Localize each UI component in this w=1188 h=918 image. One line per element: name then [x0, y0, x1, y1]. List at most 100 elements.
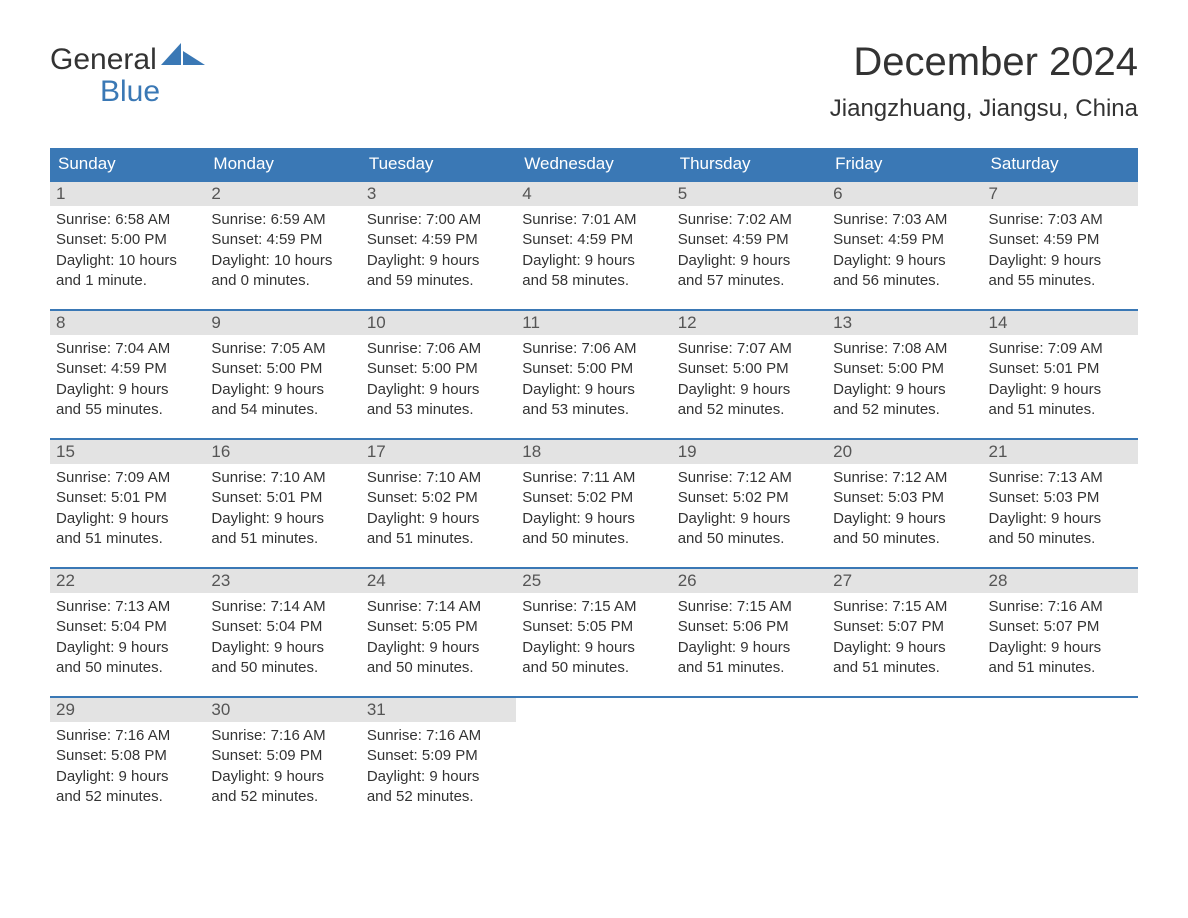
day-day2: and 53 minutes. [367, 400, 510, 420]
day-sunrise: Sunrise: 7:06 AM [367, 339, 510, 359]
day-sunrise: Sunrise: 7:07 AM [678, 339, 821, 359]
day-sunset: Sunset: 5:01 PM [56, 488, 199, 508]
day-content: Sunrise: 7:08 AMSunset: 5:00 PMDaylight:… [827, 335, 982, 424]
day-sunset: Sunset: 5:00 PM [367, 359, 510, 379]
logo-word1: General [50, 44, 157, 76]
day-day2: and 1 minute. [56, 271, 199, 291]
day-day2: and 55 minutes. [989, 271, 1132, 291]
day-cell [516, 698, 671, 811]
day-day1: Daylight: 9 hours [367, 380, 510, 400]
day-sunset: Sunset: 5:04 PM [211, 617, 354, 637]
day-day1: Daylight: 9 hours [989, 509, 1132, 529]
day-number: 29 [50, 698, 205, 722]
day-day2: and 57 minutes. [678, 271, 821, 291]
day-content: Sunrise: 7:12 AMSunset: 5:02 PMDaylight:… [672, 464, 827, 553]
day-day2: and 59 minutes. [367, 271, 510, 291]
day-day2: and 50 minutes. [56, 658, 199, 678]
day-day1: Daylight: 9 hours [678, 638, 821, 658]
day-day2: and 53 minutes. [522, 400, 665, 420]
weekday-header: Saturday [983, 148, 1138, 180]
day-day1: Daylight: 9 hours [56, 380, 199, 400]
day-number: 11 [516, 311, 671, 335]
day-sunrise: Sunrise: 7:16 AM [211, 726, 354, 746]
day-cell: 2Sunrise: 6:59 AMSunset: 4:59 PMDaylight… [205, 182, 360, 295]
logo-word2: Blue [50, 76, 205, 108]
day-day2: and 50 minutes. [833, 529, 976, 549]
day-sunset: Sunset: 5:05 PM [522, 617, 665, 637]
day-number: 18 [516, 440, 671, 464]
day-cell: 12Sunrise: 7:07 AMSunset: 5:00 PMDayligh… [672, 311, 827, 424]
day-sunrise: Sunrise: 7:16 AM [989, 597, 1132, 617]
day-number: 13 [827, 311, 982, 335]
day-number: 10 [361, 311, 516, 335]
week-row: 8Sunrise: 7:04 AMSunset: 4:59 PMDaylight… [50, 309, 1138, 424]
day-cell: 31Sunrise: 7:16 AMSunset: 5:09 PMDayligh… [361, 698, 516, 811]
day-sunrise: Sunrise: 7:03 AM [989, 210, 1132, 230]
day-sunset: Sunset: 5:04 PM [56, 617, 199, 637]
day-cell: 16Sunrise: 7:10 AMSunset: 5:01 PMDayligh… [205, 440, 360, 553]
header: General Blue December 2024 Jiangzhuang, … [50, 40, 1138, 123]
day-sunrise: Sunrise: 6:59 AM [211, 210, 354, 230]
day-content: Sunrise: 7:15 AMSunset: 5:06 PMDaylight:… [672, 593, 827, 682]
day-cell: 19Sunrise: 7:12 AMSunset: 5:02 PMDayligh… [672, 440, 827, 553]
day-sunset: Sunset: 5:00 PM [678, 359, 821, 379]
day-cell: 8Sunrise: 7:04 AMSunset: 4:59 PMDaylight… [50, 311, 205, 424]
day-content: Sunrise: 7:04 AMSunset: 4:59 PMDaylight:… [50, 335, 205, 424]
day-number: 23 [205, 569, 360, 593]
logo-sail-icon [161, 40, 205, 72]
day-sunrise: Sunrise: 7:04 AM [56, 339, 199, 359]
day-sunset: Sunset: 4:59 PM [211, 230, 354, 250]
day-cell: 13Sunrise: 7:08 AMSunset: 5:00 PMDayligh… [827, 311, 982, 424]
day-day2: and 51 minutes. [678, 658, 821, 678]
day-sunset: Sunset: 4:59 PM [56, 359, 199, 379]
day-day1: Daylight: 9 hours [522, 638, 665, 658]
day-day1: Daylight: 9 hours [56, 767, 199, 787]
day-number: 2 [205, 182, 360, 206]
day-content: Sunrise: 7:00 AMSunset: 4:59 PMDaylight:… [361, 206, 516, 295]
day-number: 17 [361, 440, 516, 464]
day-day1: Daylight: 9 hours [522, 509, 665, 529]
day-cell: 24Sunrise: 7:14 AMSunset: 5:05 PMDayligh… [361, 569, 516, 682]
weekday-header: Sunday [50, 148, 205, 180]
day-cell: 21Sunrise: 7:13 AMSunset: 5:03 PMDayligh… [983, 440, 1138, 553]
day-day1: Daylight: 9 hours [522, 251, 665, 271]
day-day2: and 50 minutes. [211, 658, 354, 678]
day-sunset: Sunset: 5:01 PM [211, 488, 354, 508]
day-day1: Daylight: 9 hours [367, 251, 510, 271]
day-day2: and 50 minutes. [678, 529, 821, 549]
day-number: 20 [827, 440, 982, 464]
week-row: 15Sunrise: 7:09 AMSunset: 5:01 PMDayligh… [50, 438, 1138, 553]
day-cell: 9Sunrise: 7:05 AMSunset: 5:00 PMDaylight… [205, 311, 360, 424]
day-day2: and 52 minutes. [56, 787, 199, 807]
day-day1: Daylight: 9 hours [678, 380, 821, 400]
day-sunrise: Sunrise: 7:15 AM [522, 597, 665, 617]
day-day2: and 51 minutes. [989, 658, 1132, 678]
day-number: 19 [672, 440, 827, 464]
day-content: Sunrise: 7:13 AMSunset: 5:03 PMDaylight:… [983, 464, 1138, 553]
day-cell: 22Sunrise: 7:13 AMSunset: 5:04 PMDayligh… [50, 569, 205, 682]
day-day1: Daylight: 9 hours [56, 638, 199, 658]
day-sunset: Sunset: 5:03 PM [833, 488, 976, 508]
day-number: 1 [50, 182, 205, 206]
day-cell: 25Sunrise: 7:15 AMSunset: 5:05 PMDayligh… [516, 569, 671, 682]
day-day1: Daylight: 9 hours [367, 767, 510, 787]
day-cell: 14Sunrise: 7:09 AMSunset: 5:01 PMDayligh… [983, 311, 1138, 424]
day-number: 12 [672, 311, 827, 335]
day-sunset: Sunset: 5:02 PM [678, 488, 821, 508]
day-sunset: Sunset: 4:59 PM [522, 230, 665, 250]
day-day1: Daylight: 10 hours [56, 251, 199, 271]
day-day2: and 51 minutes. [833, 658, 976, 678]
day-day2: and 56 minutes. [833, 271, 976, 291]
day-cell [827, 698, 982, 811]
day-content: Sunrise: 7:10 AMSunset: 5:02 PMDaylight:… [361, 464, 516, 553]
weekday-header: Tuesday [361, 148, 516, 180]
day-sunset: Sunset: 4:59 PM [678, 230, 821, 250]
day-cell: 3Sunrise: 7:00 AMSunset: 4:59 PMDaylight… [361, 182, 516, 295]
day-sunrise: Sunrise: 7:09 AM [989, 339, 1132, 359]
day-content: Sunrise: 7:07 AMSunset: 5:00 PMDaylight:… [672, 335, 827, 424]
day-day1: Daylight: 9 hours [989, 638, 1132, 658]
day-number: 30 [205, 698, 360, 722]
day-sunrise: Sunrise: 7:00 AM [367, 210, 510, 230]
day-day1: Daylight: 9 hours [989, 251, 1132, 271]
month-title: December 2024 [830, 40, 1138, 85]
